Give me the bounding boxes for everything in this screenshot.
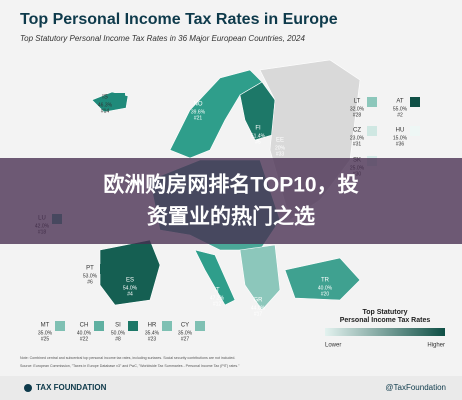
- country-code: MT: [41, 323, 50, 329]
- country-rate: 35.0%: [38, 330, 53, 336]
- footer-handle: @TaxFoundation: [385, 383, 446, 392]
- country-code: NO: [194, 102, 203, 108]
- country-rate: 20%: [275, 145, 286, 151]
- legend-high: Higher: [427, 343, 445, 349]
- country-code: HU: [396, 128, 405, 134]
- legend-low: Lower: [325, 343, 341, 349]
- country-box: [162, 321, 172, 331]
- country-code: IT: [214, 288, 220, 294]
- country-rank: #2: [397, 112, 403, 118]
- country-rate: 23.0%: [350, 135, 365, 141]
- country-box: [195, 321, 205, 331]
- country-code: CH: [80, 323, 89, 329]
- legend-scale: [325, 328, 445, 336]
- country-rate: 55.0%: [393, 106, 408, 112]
- subtitle: Top Statutory Personal Income Tax Rates …: [20, 34, 305, 43]
- legend-title: Personal Income Tax Rates: [340, 317, 431, 324]
- country-rank: #21: [194, 115, 203, 121]
- banner: [0, 158, 462, 244]
- country-rank: #28: [353, 112, 362, 118]
- country-code: HR: [148, 323, 157, 329]
- country-rank: #5: [255, 139, 261, 145]
- country-box: [94, 321, 104, 331]
- country-rate: 35.4%: [145, 330, 160, 336]
- country-rank: #25: [41, 336, 50, 342]
- country-rank: #31: [353, 141, 362, 147]
- balkans: [239, 244, 281, 311]
- country-box: [410, 126, 420, 136]
- country-code: ES: [126, 278, 134, 284]
- country-code: GR: [254, 298, 264, 304]
- country-rate: 53.0%: [83, 273, 98, 279]
- country-code: AT: [396, 99, 404, 105]
- turkey: [284, 257, 361, 301]
- country-rank: #8: [115, 336, 121, 342]
- country-rate: 47.2%: [210, 295, 225, 301]
- country-rank: #22: [80, 336, 89, 342]
- country-rate: 54.0%: [123, 285, 138, 291]
- country-code: LT: [354, 99, 361, 105]
- country-rate: 51.4%: [251, 133, 266, 139]
- country-rate: 40.0%: [77, 330, 92, 336]
- banner-text: 欧洲购房网排名TOP10，投: [103, 173, 358, 197]
- country-code: IS: [102, 95, 108, 101]
- note: Note: Combined central and subcentral to…: [20, 356, 235, 360]
- banner-text: 资置业的热门之选: [147, 205, 315, 229]
- footer-org: TAX FOUNDATION: [36, 383, 107, 392]
- country-rate: 40.0%: [318, 285, 333, 291]
- italy: [194, 249, 236, 306]
- country-box: [128, 321, 138, 331]
- country-rank: #23: [148, 336, 157, 342]
- legend: Top Statutory Personal Income Tax Rates …: [325, 309, 445, 349]
- country-rate: 35.0%: [178, 330, 193, 336]
- country-rank: #4: [127, 291, 133, 297]
- country-code: EE: [276, 138, 284, 144]
- country-rate: 50.0%: [111, 330, 126, 336]
- country-rate: 46.3%: [98, 102, 113, 108]
- country-code: CZ: [353, 128, 361, 134]
- country-rank: #17: [254, 311, 263, 317]
- country-box: [367, 126, 377, 136]
- country-rank: #20: [321, 291, 330, 297]
- country-box: [367, 97, 377, 107]
- country-box: [410, 97, 420, 107]
- country-box: [115, 93, 125, 103]
- country-rank: #36: [396, 141, 405, 147]
- country-code: PT: [86, 266, 94, 272]
- country-box: [55, 321, 65, 331]
- country-rank: #27: [181, 336, 190, 342]
- footer-bar: [0, 376, 462, 400]
- country-code: CY: [181, 323, 189, 329]
- country-rate: 39.6%: [191, 109, 206, 115]
- country-rank: #12: [213, 301, 222, 307]
- country-rank: #33: [276, 151, 285, 157]
- source: Source: European Commission, "Taxes in E…: [20, 364, 240, 368]
- country-code: SI: [115, 323, 121, 329]
- country-rate: 15.0%: [393, 135, 408, 141]
- country-rate: 44.0%: [251, 305, 266, 311]
- legend-title: Top Statutory: [363, 309, 408, 316]
- country-rank: #6: [87, 279, 93, 285]
- title: Top Personal Income Tax Rates in Europe: [20, 11, 338, 28]
- country-code: FI: [255, 126, 261, 132]
- country-code: TR: [321, 278, 330, 284]
- country-rate: 32.0%: [350, 106, 365, 112]
- logo: [24, 384, 32, 392]
- country-box: [100, 264, 110, 274]
- country-rank: #14: [101, 108, 110, 114]
